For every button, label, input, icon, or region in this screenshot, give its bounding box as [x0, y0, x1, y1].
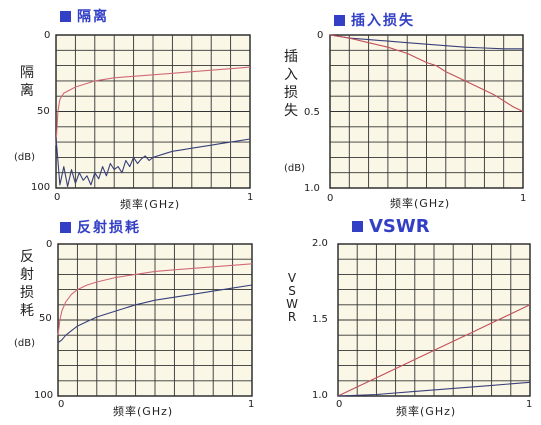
return-loss-ytick-0: 0: [46, 239, 53, 250]
return-loss-title-text: 反射损耗: [77, 220, 141, 236]
return-loss-xtick-0: 0: [58, 399, 65, 410]
ylabel-char: 反: [20, 249, 34, 265]
title-square-icon: [60, 10, 71, 22]
insertion-loss-title: 插入损失: [334, 10, 415, 30]
insertion-loss-ytick-0: 0: [317, 30, 324, 41]
series-line-1: [57, 284, 253, 344]
insertion-loss-yunit: (dB): [284, 163, 306, 174]
return-loss-ytick-2: 100: [34, 390, 54, 401]
return-loss-xtick-1: 1: [248, 399, 255, 410]
isolation-xtick-0: 0: [54, 192, 61, 203]
isolation-ytick-1: 50: [37, 106, 50, 117]
ylabel-char: 射: [20, 267, 34, 283]
insertion-loss-ytick-2: 1.0: [304, 183, 320, 194]
ylabel-char: 损: [20, 285, 34, 301]
return-loss-yunit: (dB): [14, 338, 36, 349]
ylabel-char: 隔: [20, 65, 34, 81]
ylabel-char: 损: [284, 85, 298, 101]
return-loss-chart: [57, 243, 253, 397]
isolation-ylabel: 隔离: [18, 64, 36, 100]
vswr-xtick-0: 0: [336, 399, 343, 410]
return-loss-ylabel: 反射损耗: [18, 248, 36, 320]
vswr-ytick-2: 2.0: [312, 238, 328, 249]
ylabel-char: V: [287, 271, 297, 285]
ylabel-char: 离: [20, 83, 34, 99]
isolation-ytick-0: 0: [44, 30, 51, 41]
series-line-0: [337, 304, 531, 397]
vswr-title-text: VSWR: [369, 216, 430, 237]
insertion-loss-xtick-1: 1: [520, 193, 527, 204]
isolation-yunit: (dB): [14, 152, 36, 163]
insertion-loss-title-text: 插入损失: [351, 13, 415, 29]
series-line-1: [337, 381, 531, 397]
series-line-1: [55, 137, 251, 188]
insertion-loss-ylabel: 插入损失: [282, 48, 300, 120]
ylabel-char: W: [286, 297, 298, 311]
series-line-0: [55, 66, 251, 146]
ylabel-char: 耗: [20, 303, 34, 319]
title-square-icon: [60, 221, 71, 233]
ylabel-char: 失: [284, 103, 298, 119]
vswr-xtick-1: 1: [526, 399, 533, 410]
isolation-ytick-2: 100: [31, 182, 51, 193]
return-loss-ytick-1: 50: [39, 313, 52, 324]
insertion-loss-chart: [329, 34, 524, 189]
isolation-title: 隔离: [60, 6, 109, 26]
insertion-loss-xtick-0: 0: [327, 193, 334, 204]
vswr-title: VSWR: [352, 216, 430, 237]
series-line-1: [329, 34, 524, 112]
ylabel-char: 插: [284, 49, 298, 65]
title-square-icon: [334, 14, 345, 26]
ylabel-char: S: [288, 284, 296, 298]
title-square-icon: [352, 221, 363, 232]
return-loss-title: 反射损耗: [60, 217, 141, 237]
vswr-chart: [337, 243, 531, 397]
vswr-xlabel: 频率(GHz): [396, 405, 457, 418]
insertion-loss-xlabel: 频率(GHz): [390, 197, 451, 210]
isolation-xtick-1: 1: [247, 192, 254, 203]
vswr-ytick-0: 1.0: [312, 390, 328, 401]
return-loss-xlabel: 频率(GHz): [113, 405, 174, 418]
isolation-title-text: 隔离: [77, 9, 109, 25]
isolation-xlabel: 频率(GHz): [120, 198, 181, 211]
ylabel-char: 入: [284, 67, 298, 83]
isolation-chart: [55, 34, 251, 189]
insertion-loss-ytick-1: 0.5: [304, 107, 320, 118]
series-line-0: [57, 263, 253, 336]
ylabel-char: R: [287, 310, 297, 324]
vswr-ytick-1: 1.5: [312, 314, 328, 325]
